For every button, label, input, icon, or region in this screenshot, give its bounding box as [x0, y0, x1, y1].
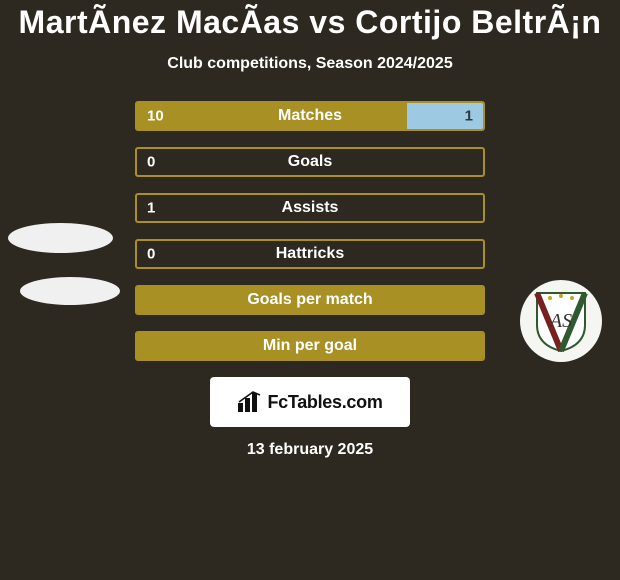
fctables-logo-icon: [237, 391, 263, 413]
page-subtitle: Club competitions, Season 2024/2025: [0, 55, 620, 73]
comparison-stage: AS 101Matches 0Goals 1Assists 0Hattricks Goa…: [0, 101, 620, 361]
stat-bar-assists: 1Assists: [135, 193, 485, 223]
club-shield-icon: AS: [533, 289, 589, 353]
bar-label: Min per goal: [137, 337, 483, 355]
bar-label: Assists: [137, 199, 483, 217]
bar-label: Matches: [137, 107, 483, 125]
page-title: MartÃnez MacÃas vs Cortijo BeltrÃ¡n: [0, 0, 620, 41]
stat-bar-goals: 0Goals: [135, 147, 485, 177]
stat-bar-min-per-goal: Min per goal: [135, 331, 485, 361]
stat-bars: 101Matches 0Goals 1Assists 0Hattricks Goals …: [135, 101, 485, 361]
player-left-avatar-2: [20, 277, 120, 305]
player-left-avatar-1: [8, 223, 113, 253]
stat-bar-matches: 101Matches: [135, 101, 485, 131]
branding-badge: FcTables.com: [210, 377, 410, 427]
stat-bar-goals-per-match: Goals per match: [135, 285, 485, 315]
infographic-date: 13 february 2025: [0, 441, 620, 459]
svg-text:AS: AS: [548, 310, 572, 332]
stat-bar-hattricks: 0Hattricks: [135, 239, 485, 269]
bar-label: Goals per match: [137, 291, 483, 309]
player-right-avatar: AS: [520, 280, 602, 362]
branding-text: FcTables.com: [267, 392, 382, 413]
bar-label: Hattricks: [137, 245, 483, 263]
bar-label: Goals: [137, 153, 483, 171]
